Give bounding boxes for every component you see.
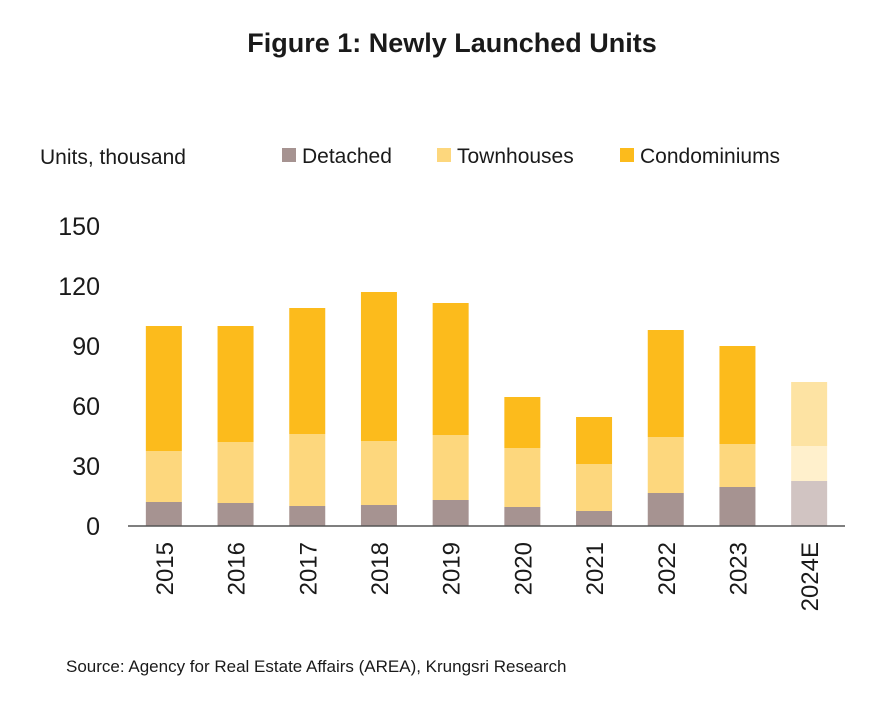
bar-townhouses-2023	[719, 444, 756, 487]
bar-detached-2018	[360, 505, 397, 526]
bar-detached-2016	[217, 503, 254, 526]
bar-condominiums-2022	[647, 330, 684, 437]
y-axis-label: Units, thousand	[40, 146, 186, 169]
x-tick-label: 2020	[510, 542, 537, 595]
y-tick-label: 120	[58, 273, 100, 301]
x-tick-label: 2018	[367, 542, 394, 595]
bar-condominiums-2023	[719, 346, 756, 444]
legend: Detached Townhouses Condominiums	[282, 145, 780, 168]
bar-townhouses-2021	[576, 464, 613, 511]
bar-detached-2020	[504, 507, 541, 526]
bar-detached-2022	[647, 493, 684, 526]
bar-condominiums-2017	[289, 308, 326, 434]
bar-townhouses-2020	[504, 448, 541, 507]
x-tick-label: 2021	[582, 542, 609, 595]
bar-condominiums-2021	[576, 417, 613, 464]
legend-item-condominiums: Condominiums	[620, 145, 780, 168]
bar-townhouses-2016	[217, 442, 254, 503]
y-tick-label: 30	[72, 453, 100, 481]
bar-detached-2023	[719, 487, 756, 526]
bar-detached-2015	[145, 502, 182, 526]
bar-detached-2017	[289, 506, 326, 526]
legend-swatch-condominiums	[620, 148, 634, 162]
bar-condominiums-2015	[145, 326, 182, 451]
x-tick-label: 2023	[725, 542, 752, 595]
legend-swatch-detached	[282, 148, 296, 162]
bar-condominiums-2024e	[791, 382, 828, 446]
y-tick-label: 0	[86, 513, 100, 541]
x-tick-label: 2015	[152, 542, 179, 595]
y-axis-ticks: 0 30 60 90 120 150	[58, 213, 100, 541]
x-axis-ticks: 2015 2016 2017 2018 2019 2020 2021 2022 2023 2024…	[152, 542, 824, 611]
x-tick-label: 2022	[654, 542, 681, 595]
legend-label-condominiums: Condominiums	[640, 145, 780, 168]
source-note: Source: Agency for Real Estate Affairs (…	[66, 657, 566, 676]
y-tick-label: 60	[72, 393, 100, 421]
legend-swatch-townhouses	[437, 148, 451, 162]
bar-condominiums-2020	[504, 397, 541, 448]
chart-title: Figure 1: Newly Launched Units	[247, 28, 657, 58]
bar-townhouses-2015	[145, 451, 182, 502]
y-tick-label: 150	[58, 213, 100, 241]
x-tick-label: 2016	[224, 542, 251, 595]
legend-label-detached: Detached	[302, 145, 392, 168]
bar-detached-2024e	[791, 481, 828, 526]
bar-townhouses-2024e	[791, 446, 828, 481]
bar-detached-2019	[432, 500, 469, 526]
bars	[145, 292, 828, 526]
bar-townhouses-2018	[360, 441, 397, 505]
bar-condominiums-2018	[360, 292, 397, 441]
legend-item-detached: Detached	[282, 145, 392, 168]
bar-townhouses-2022	[647, 437, 684, 493]
bar-condominiums-2019	[432, 303, 469, 435]
bar-townhouses-2019	[432, 435, 469, 500]
x-tick-label: 2019	[439, 542, 466, 595]
x-tick-label: 2017	[295, 542, 322, 595]
bar-detached-2021	[576, 511, 613, 526]
legend-item-townhouses: Townhouses	[437, 145, 574, 168]
legend-label-townhouses: Townhouses	[457, 145, 574, 168]
x-tick-label: 2024E	[797, 542, 824, 611]
bar-condominiums-2016	[217, 326, 254, 442]
bar-townhouses-2017	[289, 434, 326, 506]
y-tick-label: 90	[72, 333, 100, 361]
